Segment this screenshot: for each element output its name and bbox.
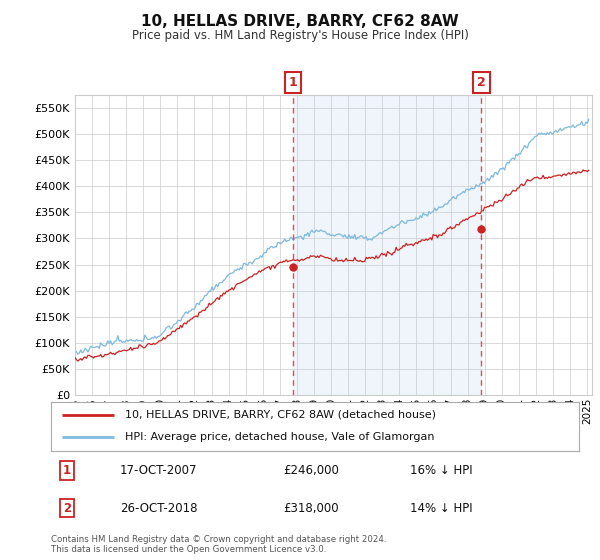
Text: £318,000: £318,000: [283, 502, 339, 515]
Text: Contains HM Land Registry data © Crown copyright and database right 2024.
This d: Contains HM Land Registry data © Crown c…: [51, 535, 386, 554]
Text: 26-OCT-2018: 26-OCT-2018: [119, 502, 197, 515]
Text: 1: 1: [289, 76, 298, 89]
Text: 2: 2: [63, 502, 71, 515]
Bar: [293, 95, 481, 395]
Text: 10, HELLAS DRIVE, BARRY, CF62 8AW (detached house): 10, HELLAS DRIVE, BARRY, CF62 8AW (detac…: [125, 410, 436, 420]
Text: HPI: Average price, detached house, Vale of Glamorgan: HPI: Average price, detached house, Vale…: [125, 432, 434, 442]
Text: 2: 2: [477, 76, 486, 89]
Text: 14% ↓ HPI: 14% ↓ HPI: [410, 502, 473, 515]
Text: 10, HELLAS DRIVE, BARRY, CF62 8AW: 10, HELLAS DRIVE, BARRY, CF62 8AW: [141, 14, 459, 29]
Text: 17-OCT-2007: 17-OCT-2007: [119, 464, 197, 477]
Text: Price paid vs. HM Land Registry's House Price Index (HPI): Price paid vs. HM Land Registry's House …: [131, 29, 469, 42]
Text: 16% ↓ HPI: 16% ↓ HPI: [410, 464, 473, 477]
Text: 1: 1: [63, 464, 71, 477]
Text: £246,000: £246,000: [283, 464, 339, 477]
